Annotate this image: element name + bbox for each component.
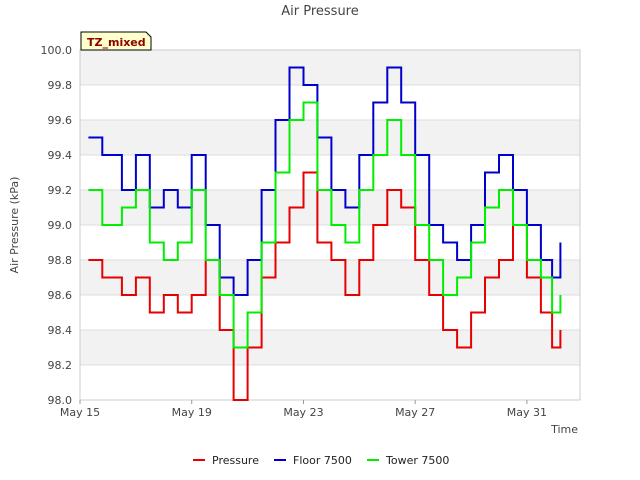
y-tick-label: 100.0 — [41, 44, 73, 57]
legend: Pressure Floor 7500 Tower 7500 — [193, 454, 449, 467]
plot-frame — [79, 49, 581, 401]
x-tick-labels: May 15 May 19 May 23 May 27 May 31 — [60, 400, 547, 419]
y-tick-label: 99.4 — [48, 149, 73, 162]
x-tick-label: May 19 — [172, 406, 212, 419]
y-tick-label: 98.0 — [48, 394, 73, 407]
plot-band — [80, 260, 580, 295]
tz-annotation: TZ_mixed — [80, 31, 152, 51]
y-axis-title: Air Pressure (kPa) — [8, 177, 21, 274]
y-tick-label: 99.2 — [48, 184, 73, 197]
x-tick-label: May 23 — [283, 406, 323, 419]
plot-band — [80, 330, 580, 365]
y-tick-label: 98.8 — [48, 254, 73, 267]
legend-label-tower-7500: Tower 7500 — [385, 454, 449, 467]
plot-band — [80, 50, 580, 85]
series-lines — [88, 66, 562, 401]
series-line-pressure — [88, 171, 562, 401]
y-tick-labels: 98.0 98.2 98.4 98.6 98.8 99.0 99.2 99.4 99.6 99.8… — [41, 44, 73, 407]
y-tick-label: 99.0 — [48, 219, 73, 232]
chart-title: Air Pressure — [281, 4, 359, 19]
y-tick-label: 98.2 — [48, 359, 73, 372]
series-line-tower-7500 — [88, 101, 562, 349]
legend-label-floor-7500: Floor 7500 — [293, 454, 352, 467]
y-tick-label: 98.6 — [48, 289, 73, 302]
x-tick-label: May 31 — [507, 406, 547, 419]
y-tick-label: 98.4 — [48, 324, 73, 337]
x-tick-label: May 15 — [60, 406, 100, 419]
legend-label-pressure: Pressure — [212, 454, 259, 467]
tz-annotation-box — [80, 31, 152, 51]
y-tick-label: 99.8 — [48, 79, 73, 92]
y-tick-label: 99.6 — [48, 114, 73, 127]
x-axis-title: Time — [550, 423, 578, 436]
x-tick-label: May 27 — [395, 406, 435, 419]
tz-annotation-text: TZ_mixed — [87, 36, 146, 49]
